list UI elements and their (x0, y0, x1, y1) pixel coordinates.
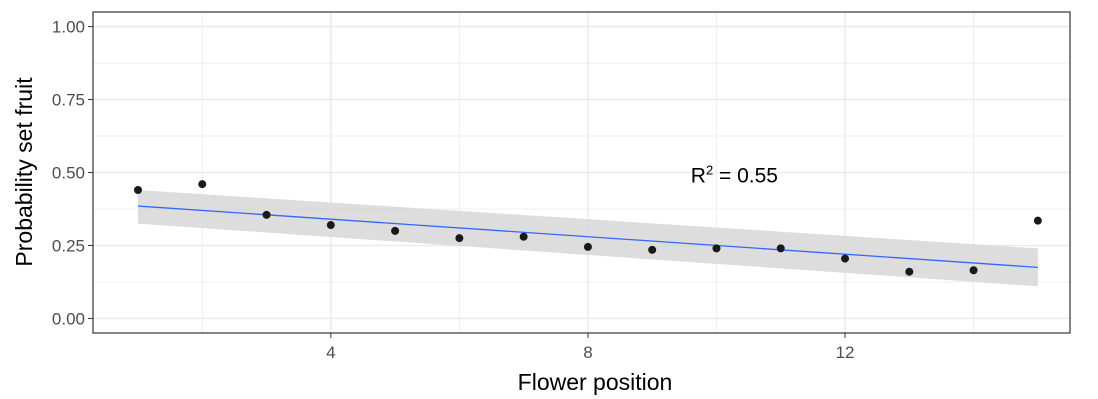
data-point (198, 180, 207, 189)
data-point (1033, 216, 1042, 225)
data-point (133, 186, 142, 195)
x-tick-label: 12 (836, 343, 855, 362)
y-tick-label: 0.25 (52, 236, 85, 255)
confidence-band (137, 190, 1038, 287)
plot-area (92, 11, 1071, 334)
y-axis-title: Probability set fruit (11, 77, 37, 267)
r-superscript: 2 (706, 162, 713, 177)
data-point (519, 232, 528, 241)
data-point (648, 245, 657, 254)
y-tick-label: 0.50 (52, 164, 85, 183)
data-point (969, 266, 978, 275)
data-point (391, 226, 400, 235)
r-squared-annotation: R2 = 0.55 (691, 162, 778, 187)
x-axis-title: Flower position (518, 369, 673, 395)
data-point (326, 221, 335, 230)
data-point (841, 254, 850, 263)
data-point (583, 242, 592, 251)
r-value: = 0.55 (713, 164, 778, 187)
y-tick-label: 1.00 (52, 18, 85, 37)
data-point (905, 267, 914, 276)
data-point (776, 244, 785, 253)
x-tick-label: 4 (326, 343, 335, 362)
y-tick-label: 0.75 (52, 91, 85, 110)
r-label: R (691, 164, 706, 187)
data-point (712, 244, 721, 253)
x-tick-label: 8 (583, 343, 592, 362)
y-tick-label: 0.00 (52, 309, 85, 328)
data-point (455, 234, 464, 243)
data-point (262, 210, 271, 219)
fit-line (137, 205, 1038, 268)
